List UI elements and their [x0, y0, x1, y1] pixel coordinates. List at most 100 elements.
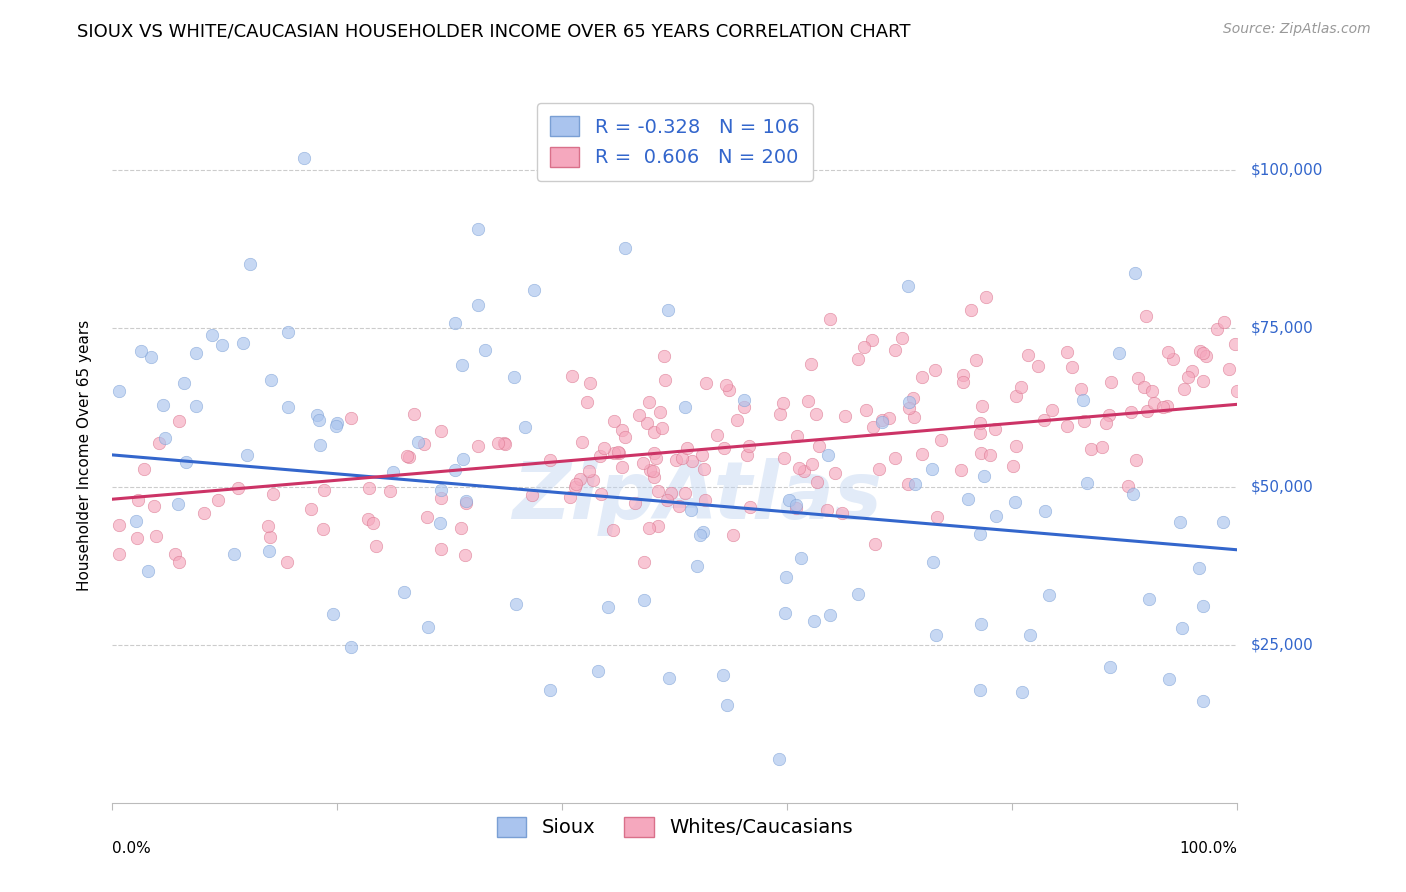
Point: [716, 698, 738, 712]
Point: [787, 461, 810, 475]
Point: [628, 408, 651, 422]
Point: [602, 524, 624, 538]
Point: [357, 512, 380, 526]
Point: [262, 487, 284, 501]
Point: [1099, 375, 1122, 389]
Point: [588, 665, 610, 679]
Point: [1032, 413, 1054, 427]
Point: [1212, 315, 1234, 329]
Point: [309, 438, 332, 452]
Point: [612, 423, 634, 437]
Point: [429, 424, 451, 438]
Point: [711, 667, 734, 681]
Point: [134, 462, 156, 476]
Point: [974, 290, 997, 304]
Point: [474, 343, 496, 357]
Point: [589, 487, 612, 501]
Point: [846, 351, 869, 366]
Point: [1135, 310, 1157, 324]
Point: [1133, 380, 1156, 394]
Point: [1071, 392, 1094, 407]
Point: [1108, 346, 1130, 360]
Point: [1004, 495, 1026, 509]
Point: [579, 376, 602, 390]
Point: [430, 542, 453, 557]
Point: [979, 449, 1001, 463]
Point: [778, 492, 800, 507]
Point: [846, 587, 869, 601]
Point: [679, 502, 702, 516]
Point: [1156, 400, 1178, 414]
Point: [797, 393, 820, 408]
Point: [406, 435, 429, 450]
Point: [592, 441, 614, 455]
Point: [602, 446, 624, 460]
Point: [689, 528, 711, 542]
Point: [361, 516, 384, 530]
Point: [973, 468, 995, 483]
Point: [643, 425, 665, 439]
Point: [636, 416, 658, 430]
Point: [613, 430, 636, 444]
Point: [1143, 396, 1166, 410]
Point: [589, 449, 612, 463]
Point: [673, 485, 696, 500]
Point: [949, 463, 972, 477]
Point: [1173, 382, 1195, 396]
Point: [970, 617, 993, 632]
Point: [970, 446, 993, 460]
Text: 0.0%: 0.0%: [112, 841, 152, 856]
Point: [638, 394, 661, 409]
Point: [897, 395, 920, 409]
Point: [773, 451, 796, 466]
Legend: Sioux, Whites/Caucasians: Sioux, Whites/Caucasians: [489, 809, 860, 846]
Point: [925, 628, 948, 642]
Point: [815, 503, 838, 517]
Point: [124, 515, 146, 529]
Point: [1099, 660, 1122, 674]
Point: [392, 585, 415, 599]
Point: [1056, 419, 1078, 434]
Point: [638, 463, 661, 477]
Point: [569, 472, 592, 486]
Point: [1010, 380, 1032, 394]
Point: [226, 481, 249, 495]
Point: [277, 401, 299, 415]
Point: [785, 499, 807, 513]
Point: [413, 437, 436, 451]
Point: [647, 518, 669, 533]
Point: [486, 436, 509, 450]
Point: [969, 527, 991, 541]
Point: [166, 497, 188, 511]
Point: [607, 445, 630, 459]
Point: [395, 449, 418, 463]
Point: [184, 346, 207, 360]
Point: [456, 496, 478, 510]
Point: [564, 480, 586, 494]
Point: [1076, 476, 1098, 491]
Point: [454, 494, 477, 508]
Point: [693, 492, 716, 507]
Point: [1181, 364, 1204, 378]
Point: [1226, 384, 1249, 399]
Point: [768, 752, 790, 766]
Point: [222, 547, 245, 561]
Point: [735, 449, 758, 463]
Text: $25,000: $25,000: [1251, 637, 1315, 652]
Point: [714, 377, 737, 392]
Point: [305, 408, 328, 422]
Point: [326, 416, 349, 430]
Point: [789, 551, 811, 566]
Point: [1171, 621, 1194, 635]
Point: [232, 335, 254, 350]
Point: [129, 343, 152, 358]
Point: [494, 437, 516, 451]
Point: [467, 221, 489, 235]
Point: [657, 302, 679, 317]
Point: [523, 283, 546, 297]
Point: [969, 425, 991, 440]
Point: [167, 556, 190, 570]
Point: [292, 151, 315, 165]
Point: [793, 464, 815, 478]
Point: [207, 493, 229, 508]
